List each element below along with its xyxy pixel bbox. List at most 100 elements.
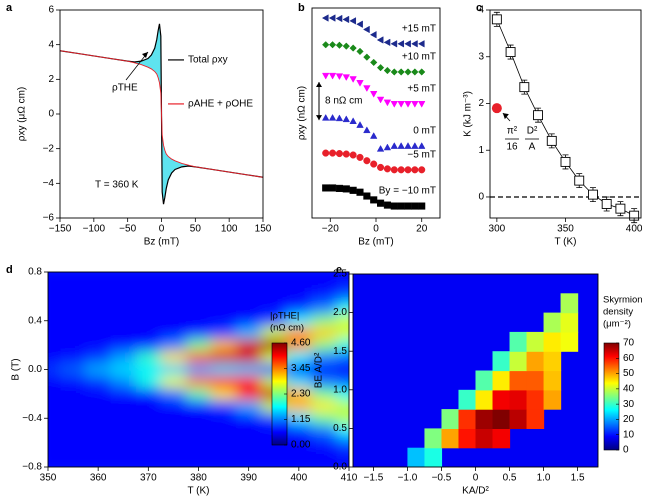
heatmap-cell — [336, 363, 349, 377]
heatmap-cell — [311, 412, 338, 425]
y-tick-label: −2 — [43, 143, 55, 154]
heatmap-cell — [60, 326, 87, 340]
x-axis-label: T (K) — [554, 237, 576, 248]
panel-label: b — [298, 2, 305, 14]
heatmap-cell — [185, 412, 212, 425]
heatmap-cell — [48, 339, 62, 352]
heatmap-cell — [286, 399, 312, 413]
x-tick-label: 1.0 — [537, 473, 551, 484]
heatmap-cell — [110, 278, 137, 291]
heatmap-cell — [336, 339, 349, 352]
heatmap-cell — [336, 387, 349, 401]
heatmap-cell — [509, 370, 528, 391]
heatmap-cell — [48, 302, 62, 316]
heatmap-cell — [492, 409, 511, 429]
marker — [369, 31, 377, 39]
heatmap-cell — [185, 424, 212, 438]
x-tick-label: −1.5 — [364, 473, 384, 484]
annotation: A — [529, 142, 536, 153]
heatmap-cell — [85, 363, 112, 377]
marker — [369, 91, 378, 98]
heatmap-cell — [185, 278, 212, 291]
heatmap-cell — [543, 370, 562, 391]
y-tick-label: −0.4 — [22, 413, 42, 424]
heatmap-cell — [48, 424, 62, 438]
heatmap-cell — [85, 290, 112, 304]
heatmap-cell — [211, 339, 237, 352]
heatmap-cell — [110, 412, 137, 425]
heatmap-cell — [286, 448, 312, 462]
marker — [321, 113, 330, 121]
heatmap-cell — [509, 409, 528, 429]
y-tick-label: 1 — [478, 145, 484, 156]
heatmap-cell — [60, 302, 87, 316]
heatmap-cell — [160, 363, 187, 377]
heatmap-cell — [286, 351, 312, 365]
point — [601, 199, 612, 209]
colorbar — [603, 342, 620, 451]
heatmap-cell — [160, 302, 187, 316]
heatmap-cell — [311, 399, 338, 413]
heatmap-cell — [492, 389, 511, 410]
y-tick-label: 0 — [478, 192, 484, 203]
marker — [404, 40, 411, 48]
heatmap-cell — [110, 387, 137, 401]
heatmap-cell — [261, 272, 287, 279]
heatmap-cell — [236, 460, 262, 467]
marker — [411, 68, 419, 76]
marker — [349, 186, 357, 194]
heatmap-cell — [211, 363, 237, 377]
heatmap-cell — [236, 339, 262, 352]
heatmap-cell — [85, 375, 112, 389]
heatmap-cell — [311, 326, 338, 340]
heatmap-cell — [60, 436, 87, 450]
heatmap-cell — [160, 278, 187, 291]
heatmap-cell — [336, 412, 349, 425]
heatmap-cell — [85, 326, 112, 340]
marker — [356, 153, 364, 161]
point — [574, 175, 585, 186]
marker — [411, 166, 419, 174]
heatmap-cell — [60, 387, 87, 401]
heatmap-cell — [185, 460, 212, 467]
heatmap-cell — [336, 302, 349, 316]
marker — [417, 142, 426, 149]
marker — [411, 101, 419, 108]
heatmap-cell — [492, 428, 511, 449]
colorbar-title: (μm⁻²) — [603, 319, 631, 330]
heatmap-cell — [211, 290, 237, 304]
heatmap-cell — [185, 399, 212, 413]
heatmap-cell — [85, 448, 112, 462]
colorbar-tick-label: 30 — [623, 399, 635, 410]
marker — [370, 196, 378, 204]
heatmap-cell — [135, 326, 162, 340]
heatmap-cell — [85, 387, 112, 401]
colorbar-title: |ρTHE| — [270, 311, 299, 322]
marker — [370, 58, 378, 67]
marker — [383, 99, 392, 107]
heatmap-cell — [475, 409, 494, 429]
annotation: π² — [507, 126, 518, 137]
heatmap-cell — [110, 399, 137, 413]
heatmap-cell — [311, 460, 338, 467]
x-axis-label: KA/D² — [462, 486, 489, 497]
y-tick-label: 6 — [48, 5, 54, 16]
marker — [404, 142, 412, 149]
marker — [321, 14, 329, 22]
marker — [397, 142, 405, 149]
marker — [363, 25, 370, 34]
colorbar-tick-label: 0.00 — [291, 440, 311, 451]
heatmap-cell — [236, 436, 262, 450]
heatmap-cell — [48, 326, 62, 340]
heatmap-cell — [60, 375, 87, 389]
heatmap-cell — [185, 272, 212, 279]
y-tick-label: 0.0 — [333, 462, 347, 473]
marker — [356, 121, 364, 128]
marker — [376, 144, 385, 152]
marker — [370, 160, 378, 168]
marker — [383, 201, 391, 209]
x-tick-label: 0 — [159, 224, 165, 235]
marker — [390, 202, 398, 210]
heatmap-cell — [336, 326, 349, 340]
heatmap-cell — [135, 436, 162, 450]
